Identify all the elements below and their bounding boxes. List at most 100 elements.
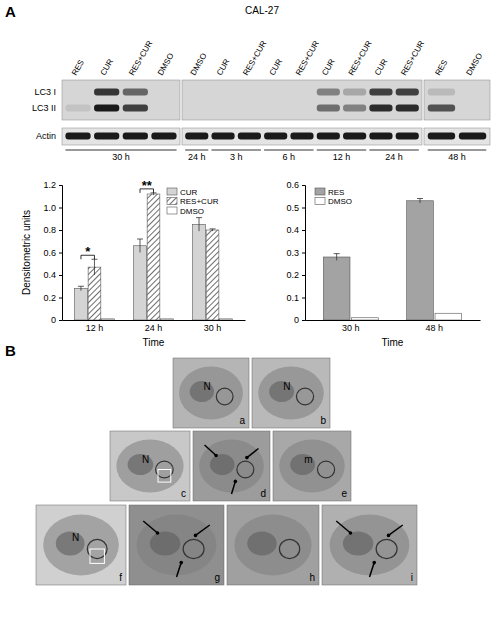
arrow	[143, 521, 157, 533]
band	[343, 89, 366, 96]
y-tick-label: 0.4	[286, 225, 299, 235]
organelle	[279, 539, 299, 558]
micrograph: g	[129, 505, 224, 585]
micrograph-image	[322, 505, 417, 585]
y-tick-label: 0.1	[286, 293, 299, 303]
y-tick-mark	[302, 208, 305, 209]
lane-label: CUR	[320, 57, 337, 77]
lane-label: RES+CUR	[241, 39, 268, 77]
y-axis-line	[59, 186, 63, 321]
y-tick-mark	[302, 230, 305, 231]
y-tick: 0.2	[43, 293, 62, 303]
blot-box	[182, 128, 422, 145]
micrograph-label: N	[142, 454, 149, 465]
y-tick: 0	[51, 315, 62, 325]
micrograph-frame	[252, 358, 330, 428]
cell	[199, 439, 264, 492]
micrograph-bg	[273, 431, 351, 501]
arrow-head	[214, 454, 218, 458]
y-tick-mark	[59, 298, 62, 299]
cell	[330, 515, 410, 576]
time-bracket	[428, 150, 487, 151]
time-bracket	[317, 150, 366, 151]
band	[238, 105, 261, 112]
micrograph-label: N	[283, 381, 290, 392]
legend-swatch	[167, 188, 177, 195]
bar	[193, 224, 206, 320]
band	[185, 89, 208, 96]
y-axis-title: Densitometric units	[21, 210, 32, 295]
micrograph-frame	[36, 505, 126, 585]
bar	[147, 194, 160, 320]
y-tick-mark	[302, 253, 305, 254]
legend-swatch	[315, 198, 325, 205]
error-bar	[139, 239, 140, 253]
legend-swatch	[167, 198, 177, 205]
band	[151, 89, 176, 96]
y-tick: 0.1	[286, 293, 305, 303]
micrograph-letter: c	[181, 488, 186, 499]
error-cap	[137, 239, 143, 240]
y-tick-label: 1.0	[43, 203, 56, 213]
lane-label: CUR	[268, 57, 285, 77]
bar	[75, 289, 88, 321]
x-tick-label: 30 h	[204, 323, 222, 333]
y-tick-label: 0.8	[43, 225, 56, 235]
micrograph-letter: f	[119, 572, 122, 583]
band	[396, 105, 419, 112]
micrograph-frame	[227, 505, 319, 585]
band	[428, 105, 455, 112]
x-axis-line	[306, 320, 481, 321]
plot-area	[75, 193, 233, 320]
micrograph-bg	[252, 358, 330, 428]
micrograph-image	[193, 431, 270, 501]
lane-label: RES+CUR	[399, 39, 426, 77]
band	[238, 133, 261, 140]
micrograph-letter: h	[309, 572, 315, 583]
lane-label: RES+CUR	[294, 39, 321, 77]
y-tick-mark	[302, 275, 305, 276]
blot: CAL-27LC3 ILC3 IIActinRESCURRES+CURDMSO3…	[32, 5, 490, 162]
band	[65, 105, 90, 112]
micrograph: Nf	[36, 505, 126, 585]
band	[396, 133, 419, 140]
micrograph-bg	[193, 431, 270, 501]
lane-label: RES+CUR	[127, 39, 154, 77]
cell	[43, 515, 119, 576]
arrow-head	[372, 561, 376, 565]
y-tick-label: 0.5	[286, 203, 299, 213]
organelle	[296, 388, 313, 405]
micrograph-bg	[322, 505, 417, 585]
time-bracket	[185, 150, 208, 151]
cell	[116, 439, 183, 492]
chart: 00.10.20.30.40.50.630 h48 hTimeRESDMSO	[286, 180, 480, 348]
micrograph-bg	[173, 358, 249, 428]
band	[459, 133, 486, 140]
legend: RESDMSO	[315, 188, 352, 207]
x-axis: 30 h48 h	[306, 320, 481, 333]
row-label: LC3 I	[34, 87, 56, 97]
organelle	[290, 454, 315, 475]
arrow-head	[156, 531, 160, 535]
legend-label: RES	[328, 188, 344, 197]
inset-box	[90, 549, 104, 563]
x-axis-title: Time	[143, 337, 165, 348]
micrograph-label: m	[304, 454, 312, 465]
arrow-head	[245, 456, 249, 460]
x-tick: 48 h	[425, 320, 443, 333]
error-bar	[94, 259, 95, 275]
band	[290, 133, 313, 140]
arrow	[389, 525, 403, 535]
cell	[258, 366, 324, 419]
arrow-head	[387, 534, 391, 538]
x-tick: 24 h	[145, 320, 163, 333]
bar	[352, 318, 379, 320]
micrograph-bg	[227, 505, 319, 585]
band	[65, 133, 90, 140]
micrograph-frame	[322, 505, 417, 585]
figure: ABCAL-27LC3 ILC3 IIActinRESCURRES+CURDMS…	[0, 0, 500, 618]
micrograph-letter: d	[260, 488, 266, 499]
micrograph: Nb	[252, 358, 330, 428]
band	[343, 105, 366, 112]
band	[65, 89, 90, 96]
